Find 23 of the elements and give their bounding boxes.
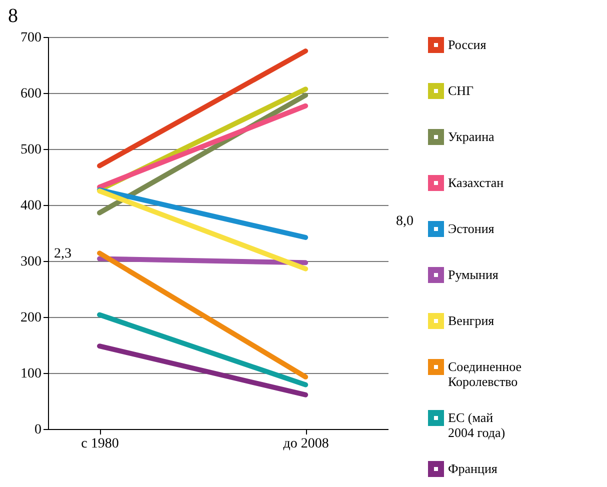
legend-label: Румыния xyxy=(448,267,498,282)
legend-label: ЕС (май 2004 года) xyxy=(448,410,506,440)
annotation: 2,3 xyxy=(54,246,72,262)
legend-label: СНГ xyxy=(448,83,474,98)
y-tick-label: 200 xyxy=(20,310,42,326)
x-tick-label: до 2008 xyxy=(283,436,329,452)
text: 8,0 xyxy=(396,214,414,230)
legend-label: Соединенное Королевство xyxy=(448,359,522,389)
y-tick-label: 500 xyxy=(20,142,42,158)
x-tick-label: с 1980 xyxy=(81,436,119,452)
y-tick-label: 0 xyxy=(34,422,42,438)
legend-label: Россия xyxy=(448,37,486,52)
legend-label: Эстония xyxy=(448,221,494,236)
y-tick-label: 600 xyxy=(20,86,42,102)
y-tick-label: 400 xyxy=(20,198,42,214)
legend-label: Казахстан xyxy=(448,175,504,190)
y-tick-label: 700 xyxy=(20,30,42,46)
legend-label: Украина xyxy=(448,129,495,144)
legend-label: Венгрия xyxy=(448,313,494,328)
y-tick-label: 100 xyxy=(20,366,42,382)
chart-title: 8 xyxy=(8,5,18,27)
y-tick-label: 300 xyxy=(20,254,42,270)
legend-label: Франция xyxy=(448,461,498,476)
